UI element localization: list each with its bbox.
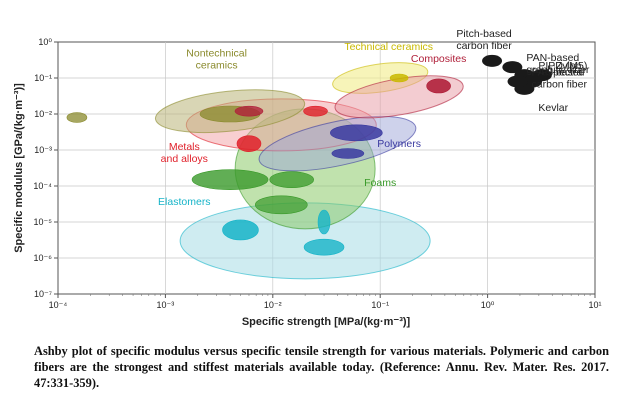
fiber-bubble	[482, 54, 503, 67]
fiber-label: Zylon	[556, 60, 582, 72]
fiber-bubble	[502, 61, 523, 74]
fiber-layer	[482, 54, 552, 95]
blob-layer	[66, 73, 451, 256]
fiber-label-layer: Pitch-based carbon fiber PAN-based graphiti…	[456, 28, 590, 114]
foam-bubble	[269, 171, 315, 188]
figure-caption: Ashby plot of specific modulus versus sp…	[34, 344, 609, 390]
ceramic-bubble	[66, 112, 88, 123]
technical-ceramic-bubble	[389, 73, 409, 83]
x-tick-label: 10⁰	[481, 300, 495, 310]
x-axis-title: Specific strength [MPa/(kg·m⁻³)]	[242, 316, 411, 328]
y-tick-label: 10⁻⁶	[34, 253, 53, 263]
metal-bubble	[236, 135, 262, 152]
y-tick-label: 10⁰	[38, 37, 52, 47]
family-label-layer: Nontechnical ceramics Technical ceramicsCo…	[158, 41, 466, 208]
polymer-bubble	[331, 148, 365, 159]
x-tick-label: 10⁻¹	[371, 300, 389, 310]
elastomer-bubble	[222, 219, 259, 241]
foam-bubble	[191, 169, 269, 190]
tick-layer: 10⁻⁴ 10⁻³ 10⁻² 10⁻¹ 10⁰ 10¹ 10⁰ 10⁻¹ 10⁻² 10⁻³ 10⁻…	[33, 37, 601, 310]
fiber-label: Spectra	[546, 66, 582, 78]
x-tick-label: 10⁻²	[264, 300, 282, 310]
foams-label: Foams	[364, 177, 396, 189]
composite-bubble	[426, 78, 451, 94]
elastomer-bubble	[303, 238, 345, 256]
fiber-label: PIPD (M5)	[538, 60, 587, 72]
y-tick-label: 10⁻⁷	[34, 289, 52, 299]
fiber-bubble	[507, 75, 528, 88]
fiber-label: PAN-based carbon fiber	[532, 66, 588, 90]
metals-label: Metals and alloys	[161, 141, 208, 165]
fiber-label: PAN-based graphitic fiber	[526, 52, 590, 76]
polymer-bubble	[330, 124, 383, 142]
composites-label: Composites	[411, 53, 466, 65]
x-tick-label: 10⁻³	[157, 300, 175, 310]
y-tick-label: 10⁻⁴	[33, 181, 52, 191]
x-tick-label: 10⁻⁴	[49, 300, 68, 310]
metal-bubble	[303, 105, 328, 117]
y-tick-label: 10⁻³	[34, 145, 52, 155]
elastomers-label: Elastomers	[158, 196, 211, 208]
y-tick-label: 10⁻⁵	[34, 217, 53, 227]
y-tick-label: 10⁻¹	[34, 73, 52, 83]
foam-bubble	[255, 195, 308, 215]
x-tick-label: 10¹	[588, 300, 601, 310]
y-tick-label: 10⁻²	[34, 109, 52, 119]
y-axis-title: Specific modulus [GPa/(kg·m⁻³)]	[13, 83, 25, 253]
fiber-label: Pitch-based carbon fiber	[456, 28, 512, 52]
fiber-label: Kevlar	[538, 102, 568, 114]
composite-bubble	[234, 105, 264, 117]
technical-ceramics-label: Technical ceramics	[344, 41, 433, 53]
polymers-label: Polymers	[377, 138, 421, 150]
nontechnical-ceramics-label: Nontechnical ceramics	[186, 47, 247, 71]
elastomer-bubble	[317, 209, 331, 235]
